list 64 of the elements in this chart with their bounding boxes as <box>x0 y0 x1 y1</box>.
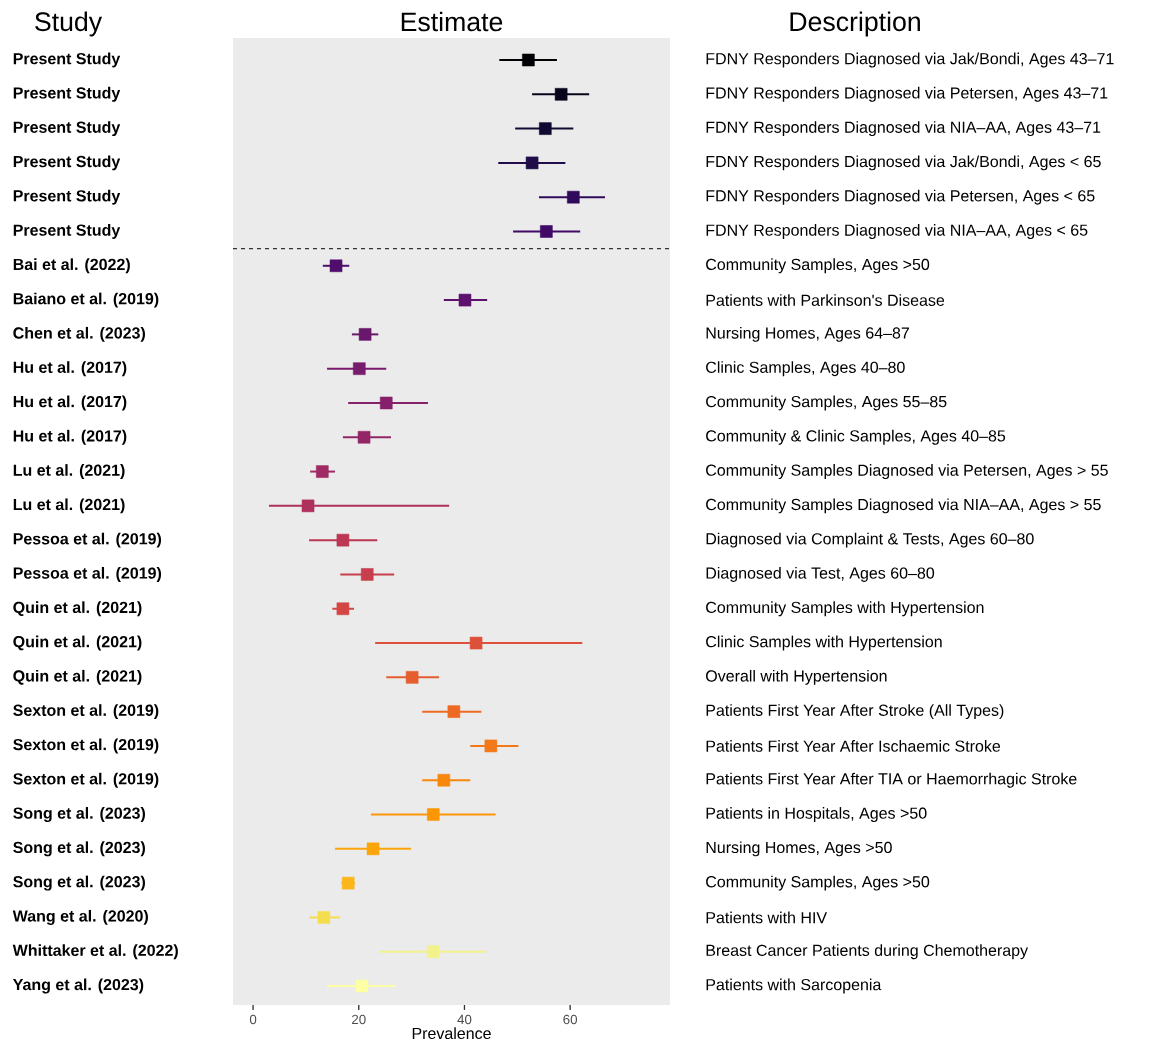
x-tick-label: 60 <box>563 1014 578 1025</box>
y2-tick-label: Community Samples with Hypertension <box>706 601 984 617</box>
y2-tick-label: Patients with Parkinson's Disease <box>706 294 945 306</box>
y2-tick-label: Community Samples, Ages >50 <box>706 875 930 891</box>
y-tick-label: Sexton et al. (2019) <box>13 772 159 788</box>
y-tick-label: Hu et al. (2017) <box>13 361 127 377</box>
y2-tick-label: Community Samples, Ages 55–85 <box>706 395 947 411</box>
y-tick-label: Hu et al. (2017) <box>13 429 127 445</box>
y-tick-label: Lu et al. (2021) <box>13 464 125 480</box>
y-tick-label: Pessoa et al. (2019) <box>13 567 162 582</box>
y2-tick-label: Community Samples Diagnosed via Petersen, Ages > 55 <box>706 464 1108 480</box>
y-tick-label: Sexton et al. (2019) <box>13 738 159 754</box>
y2-tick-label: Community Samples, Ages >50 <box>706 258 930 274</box>
y2-axis-title: Description <box>790 11 920 37</box>
x-tick-label: 0 <box>249 1014 257 1025</box>
y-tick-label: Song et al. (2023) <box>13 807 145 823</box>
x-tick-label: 40 <box>457 1014 472 1025</box>
y-tick-label: Chen et al. (2023) <box>13 326 145 342</box>
x-axis-title: Prevalence <box>412 1027 491 1040</box>
y-tick-label: Present Study <box>13 155 121 171</box>
y2-tick-label: FDNY Responders Diagnosed via Petersen, Ages < 65 <box>706 189 1095 205</box>
y2-tick-label: Overall with Hypertension <box>706 669 887 685</box>
y-tick-label: Quin et al. (2021) <box>13 635 142 651</box>
y2-tick-label: FDNY Responders Diagnosed via Petersen, Ages 43–71 <box>706 86 1108 102</box>
y-tick-label: Present Study <box>13 189 121 205</box>
y2-tick-label: Nursing Homes, Ages 64–87 <box>706 326 909 342</box>
y-tick-label: Present Study <box>13 224 121 239</box>
y-tick-label: Present Study <box>13 52 121 68</box>
y-tick-label: Song et al. (2023) <box>13 875 145 891</box>
x-tick-label: 20 <box>352 1014 366 1025</box>
y2-tick-label: Clinic Samples, Ages 40–80 <box>706 361 905 377</box>
y2-tick-label: FDNY Responders Diagnosed via Jak/Bondi, Ages < 65 <box>706 155 1101 171</box>
y-tick-label: Baiano et al. (2019) <box>13 292 159 308</box>
y-tick-label: Whittaker et al. (2022) <box>12 944 178 960</box>
y-axis-title: Study <box>35 11 103 37</box>
y2-tick-label: FDNY Responders Diagnosed via NIA–AA, Ages 43–71 <box>706 121 1101 137</box>
y2-tick-label: Diagnosed via Complaint & Tests, Ages 60–80 <box>706 532 1034 548</box>
y-tick-label: Quin et al. (2021) <box>13 669 142 685</box>
y-tick-label: Song et al. (2023) <box>13 841 145 857</box>
y2-tick-label: Patients with Sarcopenia <box>706 978 882 994</box>
y-tick-label: Wang et al. (2020) <box>12 909 148 925</box>
y2-tick-label: Community Samples Diagnosed via NIA–AA, Ages > 55 <box>706 498 1101 514</box>
y2-tick-label: FDNY Responders Diagnosed via NIA–AA, Ages < 65 <box>706 224 1088 239</box>
y-tick-label: Hu et al. (2017) <box>13 395 127 411</box>
y-tick-label: Sexton et al. (2019) <box>13 704 159 720</box>
y2-tick-label: Breast Cancer Patients during Chemotherapy <box>706 944 1029 960</box>
y2-tick-label: Clinic Samples with Hypertension <box>706 635 942 651</box>
y2-tick-label: Nursing Homes, Ages >50 <box>706 841 892 857</box>
y2-tick-label: Patients in Hospitals, Ages >50 <box>706 807 927 822</box>
y-tick-label: Present Study <box>13 121 121 137</box>
chart-title: Estimate <box>401 11 503 32</box>
y2-tick-label: Patients First Year After TIA or Haemorrhagic Stroke <box>706 772 1077 788</box>
y2-tick-label: Community & Clinic Samples, Ages 40–85 <box>706 429 1006 445</box>
y2-tick-label: FDNY Responders Diagnosed via Jak/Bondi, Ages 43–71 <box>706 52 1114 68</box>
y-tick-label: Bai et al. (2022) <box>13 258 130 274</box>
y-tick-label: Present Study <box>13 86 121 102</box>
y-tick-label: Yang et al. (2023) <box>12 978 144 994</box>
y-tick-label: Pessoa et al. (2019) <box>13 532 162 548</box>
y-tick-label: Lu et al. (2021) <box>13 498 125 514</box>
y2-tick-label: Diagnosed via Test, Ages 60–80 <box>706 567 935 582</box>
y-tick-label: Quin et al. (2021) <box>13 601 142 617</box>
y2-tick-label: Patients with HIV <box>706 911 828 924</box>
y2-tick-label: Patients First Year After Stroke (All Types) <box>706 704 1004 720</box>
y2-tick-label: Patients First Year After Ischaemic Stroke <box>706 740 1001 752</box>
